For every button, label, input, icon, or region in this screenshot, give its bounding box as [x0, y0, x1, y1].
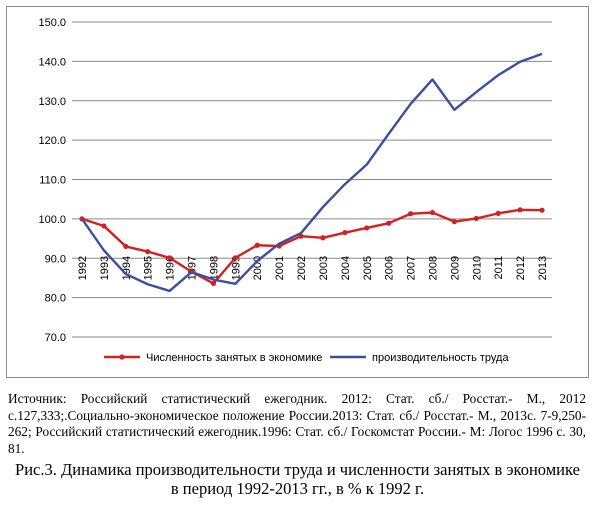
y-tick-label: 150.0 [38, 17, 66, 29]
x-tick-label: 1993 [99, 256, 111, 280]
data-point [101, 223, 107, 229]
data-point [429, 209, 436, 216]
x-tick-label: 2001 [274, 256, 286, 280]
data-point [342, 230, 348, 236]
data-point [210, 280, 217, 287]
y-tick-label: 130.0 [38, 96, 66, 108]
data-point [145, 248, 151, 255]
x-tick-label: 2008 [427, 256, 439, 280]
data-point [320, 235, 326, 241]
y-tick-label: 70.0 [45, 332, 66, 344]
data-point [386, 220, 392, 226]
series-line [81, 208, 543, 285]
legend-label: производительность труда [372, 352, 509, 364]
series-line [81, 52, 543, 293]
y-tick-label: 120.0 [38, 135, 66, 147]
x-tick-label: 2007 [406, 256, 418, 280]
x-tick-label: 2011 [493, 256, 505, 280]
data-point [495, 210, 501, 216]
legend-marker [119, 354, 125, 360]
x-tick-label: 1997 [187, 256, 199, 280]
x-tick-label: 2010 [471, 256, 483, 280]
legend-label: Численность занятых в экономике [146, 352, 322, 364]
data-point [473, 215, 479, 222]
data-point [167, 255, 173, 261]
x-tick-label: 2013 [537, 256, 549, 280]
data-point [451, 219, 457, 225]
x-tick-label: 1995 [143, 256, 155, 280]
y-tick-label: 80.0 [45, 293, 66, 305]
x-tick-label: 1992 [77, 256, 89, 280]
x-tick-label: 2009 [449, 256, 461, 280]
line-chart: 70.0 80.0 90.0 100.0 110.0 120.0 130.0 140.0 150… [38, 17, 552, 364]
data-point [254, 242, 260, 248]
x-tick-label: 2012 [515, 256, 527, 280]
x-tick-label: 1996 [165, 256, 177, 280]
x-tick-label: 2004 [340, 256, 352, 280]
y-tick-label: 90.0 [45, 253, 66, 265]
y-tick-label: 140.0 [38, 56, 66, 68]
data-point [407, 211, 414, 217]
x-tick-label: 2002 [296, 256, 308, 280]
source-note: Источник: Российский статистический ежег… [8, 391, 586, 456]
figure-caption: Рис.3. Динамика производительности труда… [0, 460, 595, 498]
data-point [232, 255, 238, 261]
x-tick-label: 2003 [318, 256, 330, 280]
data-point [539, 207, 545, 213]
data-point [517, 207, 523, 213]
chart-frame [6, 6, 589, 378]
data-point [364, 225, 370, 231]
y-tick-label: 100.0 [38, 214, 66, 226]
x-tick-label: 1994 [121, 256, 133, 280]
data-point [123, 243, 129, 250]
caption-line-1: Рис.3. Динамика производительности труда… [15, 460, 580, 479]
caption-line-2: в период 1992-2013 гг., в % к 1992 г. [170, 479, 425, 498]
x-tick-label: 2006 [384, 256, 396, 280]
y-tick-label: 110.0 [39, 175, 66, 187]
x-tick-label: 1998 [208, 256, 220, 280]
x-tick-label: 2005 [362, 256, 374, 280]
